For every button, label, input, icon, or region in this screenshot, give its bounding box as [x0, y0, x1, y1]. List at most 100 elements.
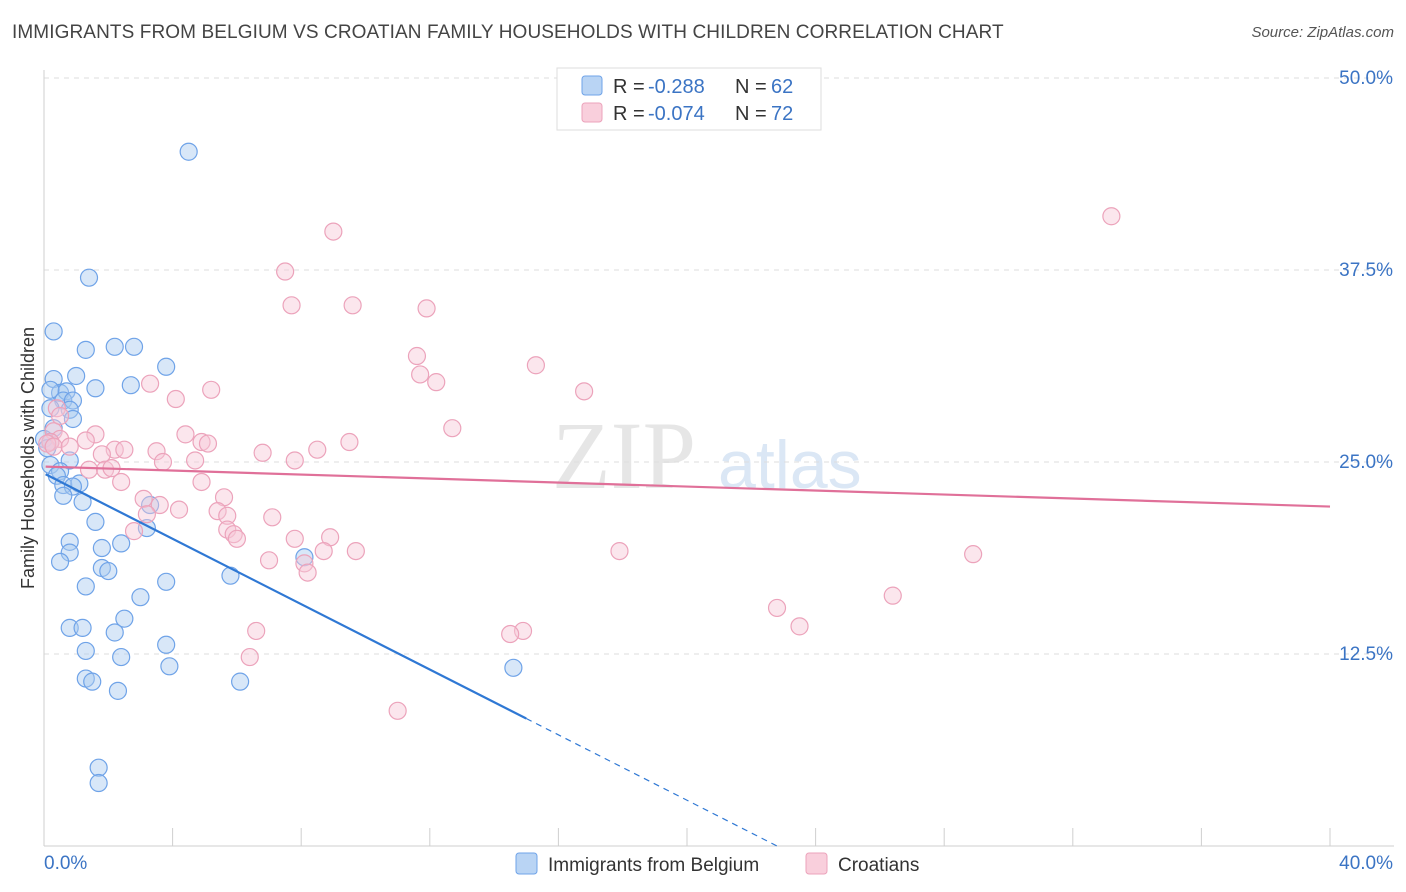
bottom-legend-swatch-belgium — [515, 852, 538, 875]
croatians-point — [263, 508, 282, 527]
trend-line-croatians — [45, 465, 1331, 508]
croatians-point — [417, 299, 436, 318]
chart-source: Source: ZipAtlas.com — [1251, 24, 1394, 41]
belgium-point — [157, 572, 176, 591]
croatians-point — [285, 529, 304, 548]
x-tick-label-max: 40.0% — [1339, 853, 1393, 874]
belgium-point — [160, 657, 179, 676]
y-tick-label: 50.0% — [1339, 68, 1393, 89]
croatians-point — [308, 440, 327, 459]
belgium-point — [99, 561, 118, 581]
belgium-point — [73, 618, 92, 637]
croatians-point — [208, 502, 227, 521]
croatians-point — [192, 432, 211, 452]
croatians-point — [340, 432, 359, 452]
croatians-point — [176, 425, 195, 444]
legend-r-value-croatians: -0.074 — [648, 103, 705, 125]
croatians-point — [575, 382, 594, 401]
croatians-point — [198, 434, 218, 453]
croatians-point — [134, 489, 153, 508]
bottom-legend-swatch-croatians — [805, 852, 828, 875]
bottom-legend-label-croatians: Croatians — [838, 855, 919, 876]
legend-swatch-croatians — [581, 102, 603, 123]
croatians-point — [388, 701, 407, 720]
belgium-point — [60, 532, 79, 551]
y-tick-label: 12.5% — [1339, 644, 1393, 665]
croatians-point — [282, 296, 301, 315]
belgium-point — [76, 340, 95, 359]
legend-r-label-belgium: R = — [613, 76, 645, 98]
legend-r-label-croatians: R = — [613, 103, 645, 125]
croatians-point — [124, 522, 144, 541]
croatians-point — [86, 425, 105, 444]
belgium-point — [83, 672, 102, 691]
croatians-point — [192, 472, 211, 492]
croatians-point — [79, 460, 99, 479]
legend-n-value-belgium: 62 — [771, 76, 793, 98]
croatians-point — [324, 222, 343, 241]
croatians-point — [153, 452, 173, 472]
stats-legend: R = -0.288 N = 62 R = -0.074 N = 72 — [556, 67, 822, 131]
belgium-point — [295, 548, 314, 567]
belgium-point — [105, 337, 124, 356]
belgium-point — [67, 366, 86, 386]
croatians-point — [610, 541, 629, 561]
croatians-point — [44, 437, 63, 456]
legend-r-value-belgium: -0.288 — [648, 76, 705, 98]
belgium-point — [112, 534, 131, 553]
croatians-point — [767, 598, 787, 618]
croatians-point — [964, 545, 983, 564]
series-belgium-points — [34, 142, 523, 793]
belgium-point — [179, 142, 198, 161]
croatians-point — [443, 419, 462, 438]
croatians-point — [343, 296, 362, 315]
belgium-point — [92, 538, 111, 558]
croatians-point — [150, 495, 169, 515]
croatians-point — [112, 472, 131, 492]
belgium-point — [112, 647, 131, 667]
belgium-point — [121, 376, 140, 395]
croatians-point — [259, 551, 279, 570]
belgium-point — [89, 773, 108, 793]
trend-line-belgium-extension — [525, 717, 778, 847]
croatians-point — [76, 431, 95, 450]
watermark: ZIP atlas — [552, 402, 862, 509]
croatians-point — [92, 445, 111, 464]
croatians-point — [137, 505, 156, 524]
croatians-point — [218, 506, 237, 525]
belgium-point — [157, 635, 176, 654]
croatians-point — [202, 380, 221, 399]
belgium-point — [50, 552, 70, 571]
croatians-point — [526, 356, 545, 375]
belgium-point — [504, 658, 523, 677]
y-axis-label: Family Households with Children — [18, 327, 38, 589]
croatians-point — [298, 563, 317, 582]
croatians-point — [60, 437, 79, 456]
croatians-point — [240, 647, 259, 667]
belgium-point — [105, 623, 124, 642]
belgium-point — [79, 268, 99, 287]
belgium-point — [41, 399, 60, 418]
belgium-point — [124, 337, 144, 356]
legend-n-label-belgium: N = — [735, 76, 767, 98]
croatians-point — [276, 262, 295, 281]
croatians-point — [411, 365, 430, 384]
series-croatians-points — [38, 207, 1121, 720]
watermark-zip: ZIP — [552, 402, 696, 509]
croatians-point — [166, 389, 185, 409]
y-tick-labels: 12.5% 25.0% 37.5% 50.0% — [1339, 68, 1393, 665]
croatians-point — [140, 374, 160, 393]
belgium-point — [131, 588, 150, 607]
bottom-legend-label-belgium: Immigrants from Belgium — [548, 855, 759, 876]
y-tick-label: 37.5% — [1339, 260, 1393, 281]
belgium-point — [89, 758, 108, 777]
croatians-point — [407, 346, 427, 366]
belgium-point — [108, 681, 128, 700]
belgium-point — [157, 357, 176, 376]
trend-line-belgium — [45, 473, 527, 720]
y-tick-label: 25.0% — [1339, 452, 1393, 473]
croatians-point — [186, 451, 205, 470]
croatians-point — [790, 617, 809, 636]
chart-title: IMMIGRANTS FROM BELGIUM VS CROATIAN FAMI… — [12, 22, 1004, 43]
